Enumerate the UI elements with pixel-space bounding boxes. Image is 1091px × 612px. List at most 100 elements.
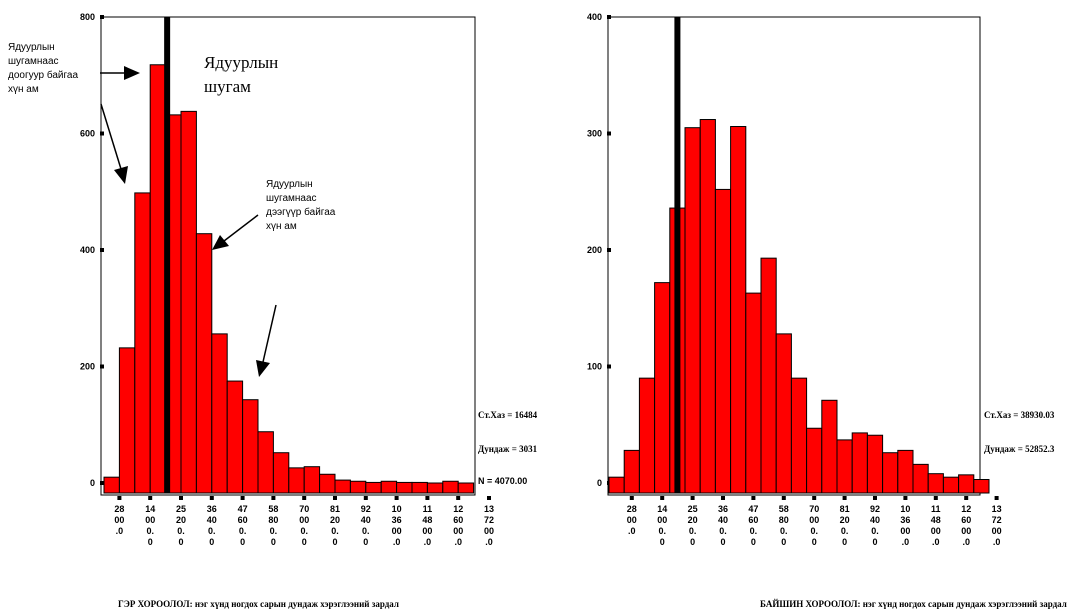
ger-x-tick-label: 00 — [145, 515, 155, 525]
bayshin-x-tick-label: 00 — [992, 526, 1002, 536]
bayshin-x-tick-mark — [721, 496, 725, 500]
bayshin-bar — [714, 188, 732, 494]
bayshin-bar — [882, 452, 899, 494]
above-line-label-4: хүн ам — [266, 221, 297, 232]
ger-plot-frame — [100, 16, 476, 496]
bayshin-x-tick-label: 10 — [900, 504, 910, 514]
ger-x-tick-label: .0 — [116, 526, 124, 536]
ger-x-tick-mark — [271, 496, 276, 500]
bayshin-x-tick-label: 81 — [840, 504, 850, 514]
ger-x-tick-label: 0. — [146, 526, 154, 536]
bayshin-bar — [608, 476, 625, 494]
bayshin-bar — [927, 473, 944, 494]
ger-x-tick-label: 00 — [114, 515, 124, 525]
ger-x-tick-label: 20 — [330, 515, 340, 525]
bayshin-bar — [821, 399, 838, 494]
bayshin-x-tick-label: 00 — [657, 515, 667, 525]
bayshin-x-tick-label: 00 — [931, 526, 941, 536]
bayshin-x-tick-label: 58 — [779, 504, 789, 514]
ger-x-tick-label: 0 — [363, 537, 368, 547]
bayshin-x-tick-mark — [842, 496, 847, 500]
below-line-label-3: доогуур байгаа — [8, 69, 78, 81]
ger-bar — [319, 473, 336, 494]
ger-x-axis: 2800.014000.025200.036400.047600.058800.… — [114, 496, 494, 547]
ger-x-tick-mark — [487, 496, 491, 500]
bayshin-x-tick-label: 0 — [751, 537, 756, 547]
bayshin-stat-stdev: Ст.Хаз = 38930.03 — [984, 410, 1055, 420]
ger-x-tick-mark — [363, 496, 368, 500]
ger-y-tick-mark — [100, 15, 104, 19]
ger-x-tick-label: 0. — [331, 526, 339, 536]
ger-x-tick-label: 00 — [453, 526, 463, 536]
ger-bars — [103, 64, 475, 494]
bayshin-x-tick-label: 60 — [961, 515, 971, 525]
ger-x-tick-label: 0. — [270, 526, 278, 536]
bayshin-plot-frame — [607, 16, 981, 496]
poverty-line-label-2: шугам — [204, 77, 251, 96]
ger-x-tick-label: 60 — [238, 515, 248, 525]
bayshin-x-tick-label: 12 — [961, 504, 971, 514]
ger-x-tick-label: 0. — [177, 526, 185, 536]
below-line-label-4: хүн ам — [8, 84, 39, 95]
ger-x-tick-label: 11 — [423, 504, 433, 514]
below-line-label-2: шугамнаас — [8, 56, 59, 67]
ger-bar — [226, 380, 244, 494]
ger-x-tick-mark — [209, 496, 214, 500]
bayshin-x-tick-mark — [903, 496, 908, 500]
ger-x-tick-label: 0. — [239, 526, 247, 536]
bayshin-x-tick-label: 0. — [871, 526, 879, 536]
bayshin-x-tick-label: 28 — [627, 504, 637, 514]
ger-x-tick-label: 36 — [392, 515, 402, 525]
bayshin-x-tick-label: 40 — [870, 515, 880, 525]
bayshin-x-tick-label: 92 — [870, 504, 880, 514]
ger-x-tick-label: 00 — [422, 526, 432, 536]
ger-y-tick-mark — [100, 364, 104, 369]
ger-y-tick-mark — [100, 131, 104, 136]
ger-x-tick-label: 00 — [299, 515, 309, 525]
bayshin-y-tick-label: 200 — [587, 245, 602, 255]
ger-x-tick-label: 47 — [238, 504, 248, 514]
bayshin-stat-mean: Дундаж = 52852.3 — [984, 444, 1055, 454]
bayshin-bars — [608, 119, 990, 494]
ger-y-axis: 0 200 400 600 800 — [80, 12, 104, 488]
bayshin-x-tick-label: 40 — [718, 515, 728, 525]
ger-y-tick-label: 800 — [80, 12, 95, 22]
ger-x-tick-label: 36 — [207, 504, 217, 514]
bayshin-y-tick-mark — [607, 364, 611, 369]
bayshin-x-tick-mark — [994, 496, 999, 500]
below-line-label-1: Ядуурлын — [8, 42, 55, 53]
bayshin-bar — [775, 333, 792, 494]
bayshin-y-axis: 0 100 200 300 400 — [587, 12, 611, 488]
ger-x-tick-label: 28 — [114, 504, 124, 514]
ger-x-tick-mark — [425, 496, 430, 500]
ger-x-tick-mark — [302, 496, 307, 500]
bayshin-x-tick-label: 00 — [961, 526, 971, 536]
bayshin-x-tick-mark — [781, 496, 786, 500]
ger-y-tick-mark — [100, 248, 104, 252]
ger-x-tick-label: .0 — [424, 537, 432, 547]
bayshin-x-tick-label: 20 — [688, 515, 698, 525]
bayshin-x-tick-label: 0 — [842, 537, 847, 547]
bayshin-x-tick-label: 0. — [810, 526, 818, 536]
bayshin-x-tick-label: .0 — [993, 537, 1001, 547]
ger-x-tick-label: 12 — [453, 504, 463, 514]
ger-x-tick-label: 10 — [392, 504, 402, 514]
ger-x-tick-label: 20 — [176, 515, 186, 525]
ger-x-tick-label: 0 — [271, 537, 276, 547]
bayshin-x-tick-label: .0 — [628, 526, 636, 536]
bayshin-bar — [866, 434, 884, 494]
bayshin-bar — [760, 257, 777, 494]
ger-x-tick-label: 0 — [332, 537, 337, 547]
ger-x-tick-label: 81 — [330, 504, 340, 514]
bayshin-y-tick-label: 400 — [587, 12, 602, 22]
ger-x-tick-mark — [117, 496, 122, 500]
ger-x-tick-label: 25 — [176, 504, 186, 514]
ger-bar — [457, 482, 475, 494]
ger-x-tick-mark — [456, 496, 461, 500]
ger-x-tick-mark — [240, 496, 245, 500]
ger-bar — [180, 110, 197, 494]
ger-x-tick-mark — [179, 496, 183, 500]
bayshin-x-axis-title: БАЙШИН ХОРООЛОЛ: нэг хүнд ногдох сарын д… — [760, 599, 1067, 609]
arrow-to-left-side — [100, 103, 128, 184]
